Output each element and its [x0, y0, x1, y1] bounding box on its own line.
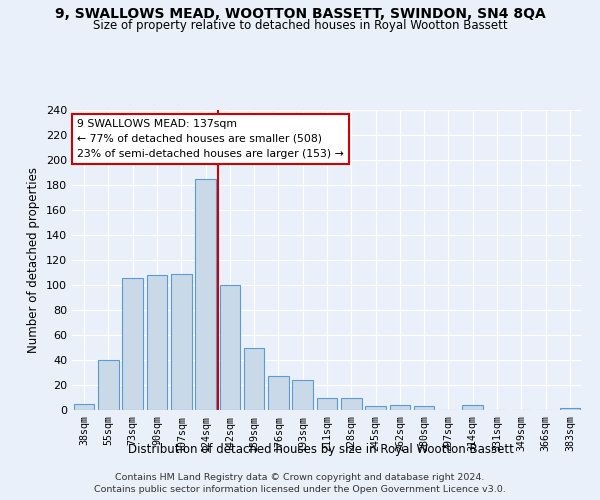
Bar	[171, 274, 191, 410]
Bar	[220, 285, 240, 410]
Text: Contains public sector information licensed under the Open Government Licence v3: Contains public sector information licen…	[94, 485, 506, 494]
Bar	[292, 380, 313, 410]
Bar	[463, 405, 483, 410]
Y-axis label: Number of detached properties: Number of detached properties	[28, 167, 40, 353]
Bar	[365, 406, 386, 410]
Bar	[146, 275, 167, 410]
Bar	[414, 406, 434, 410]
Bar	[98, 360, 119, 410]
Bar	[341, 398, 362, 410]
Text: Contains HM Land Registry data © Crown copyright and database right 2024.: Contains HM Land Registry data © Crown c…	[115, 472, 485, 482]
Text: 9, SWALLOWS MEAD, WOOTTON BASSETT, SWINDON, SN4 8QA: 9, SWALLOWS MEAD, WOOTTON BASSETT, SWIND…	[55, 8, 545, 22]
Text: Distribution of detached houses by size in Royal Wootton Bassett: Distribution of detached houses by size …	[128, 442, 514, 456]
Bar	[74, 404, 94, 410]
Text: 9 SWALLOWS MEAD: 137sqm
← 77% of detached houses are smaller (508)
23% of semi-d: 9 SWALLOWS MEAD: 137sqm ← 77% of detache…	[77, 119, 344, 158]
Bar	[317, 398, 337, 410]
Bar	[268, 376, 289, 410]
Bar	[389, 405, 410, 410]
Text: Size of property relative to detached houses in Royal Wootton Bassett: Size of property relative to detached ho…	[92, 19, 508, 32]
Bar	[195, 179, 216, 410]
Bar	[244, 348, 265, 410]
Bar	[560, 408, 580, 410]
Bar	[122, 278, 143, 410]
